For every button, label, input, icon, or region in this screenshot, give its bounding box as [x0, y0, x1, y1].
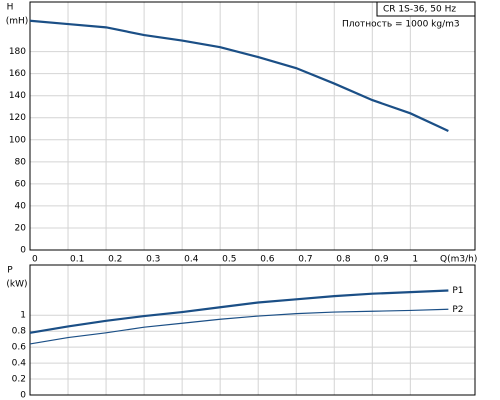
line: [29, 19, 449, 132]
y-tick-label: 0.6: [12, 343, 27, 353]
y-tick-label: 40: [15, 201, 27, 211]
y-tick-label: 60: [15, 179, 27, 189]
y-tick-label: 1: [20, 311, 26, 321]
x-tick-label: 0.6: [260, 255, 275, 265]
y-tick-label: 0: [20, 246, 26, 256]
plot-frame: [29, 264, 476, 396]
annotation: CR 1S-36, 50 Hz: [383, 5, 456, 15]
x-tick-label: 0.2: [108, 255, 122, 265]
x-tick-label: 0: [32, 255, 38, 265]
y-axis-unit: (kW): [6, 280, 27, 290]
line: [29, 289, 449, 334]
y-axis-label: H: [7, 3, 14, 13]
x-tick-label: 0.4: [184, 255, 199, 265]
annotation: Плотность = 1000 kg/m3: [342, 20, 460, 30]
y-tick-label: 80: [15, 157, 27, 167]
y-axis-label: P: [7, 266, 13, 276]
y-tick-label: 140: [9, 91, 26, 101]
y-axis-unit: (mH): [6, 17, 29, 27]
x-tick-label: 0.8: [336, 255, 351, 265]
x-tick-label: 1: [412, 255, 418, 265]
y-tick-label: 0.8: [12, 327, 27, 337]
y-tick-label: 120: [9, 113, 26, 123]
x-tick-label: 0.5: [222, 255, 236, 265]
y-tick-label: 20: [15, 223, 27, 233]
y-tick-label: 100: [9, 135, 26, 145]
y-tick-label: 0.2: [12, 375, 26, 385]
x-tick-label: 0.1: [70, 255, 84, 265]
series-label: P1: [452, 286, 463, 296]
y-tick-label: 0.4: [12, 359, 27, 369]
y-tick-label: 180: [9, 47, 26, 57]
annotation-box: [376, 1, 476, 17]
plot-frame: [29, 1, 476, 251]
x-tick-label: 0.3: [146, 255, 160, 265]
line: [29, 308, 449, 345]
x-tick-label: 0.9: [374, 255, 389, 265]
y-tick-label: 0: [20, 391, 26, 400]
series-label: P2: [452, 305, 463, 315]
x-axis-label: Q(m3/h): [440, 255, 477, 265]
y-tick-label: 160: [9, 69, 26, 79]
x-tick-label: 0.7: [298, 255, 312, 265]
